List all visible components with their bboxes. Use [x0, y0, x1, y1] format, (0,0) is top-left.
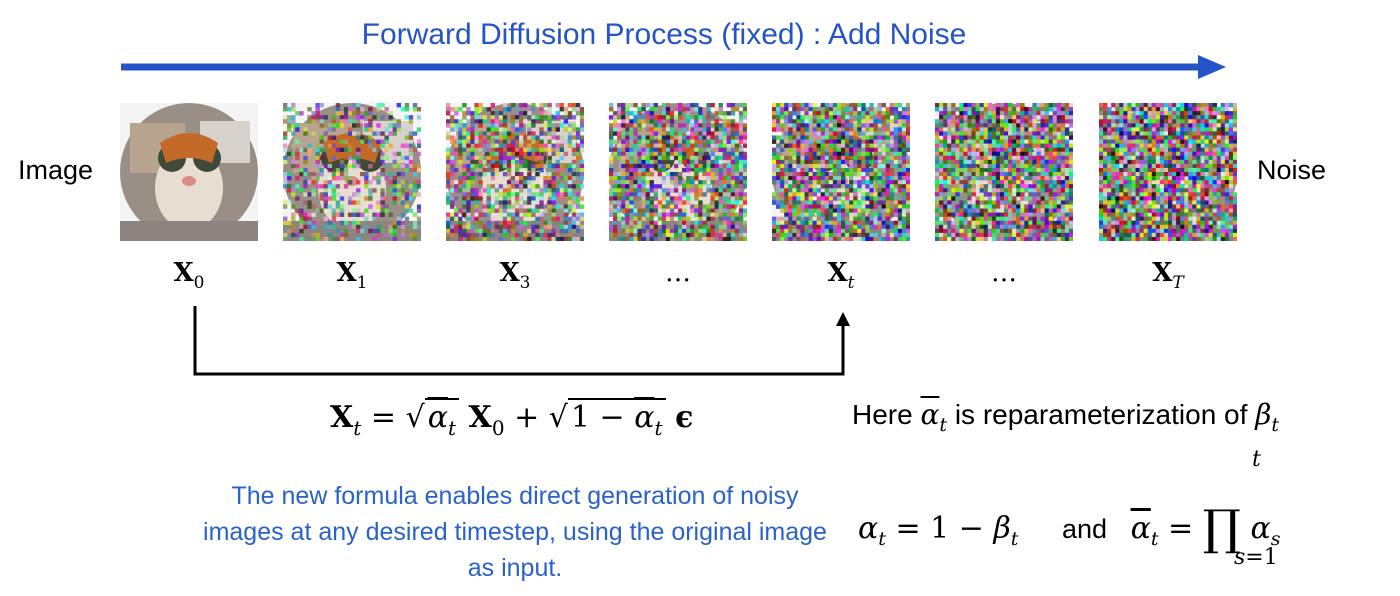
formula-plus: +	[514, 400, 540, 435]
image-label: Image	[18, 155, 94, 185]
diffusion-frame-image	[446, 103, 584, 241]
frame-label: X0	[173, 258, 205, 293]
sqrt-one-minus-alpha-bar: √ 1 − αt	[549, 398, 666, 440]
diffusion-frame-image	[609, 103, 747, 241]
diffusion-frame-image	[1099, 103, 1237, 241]
frame-label: X3	[499, 258, 531, 293]
product-symbol: ∏	[1202, 500, 1241, 556]
frame-label: X1	[336, 258, 368, 293]
frame-label: …	[665, 258, 691, 288]
formula-equals: =	[370, 400, 397, 435]
noise-label: Noise	[1257, 155, 1327, 185]
product-upper-limit: t	[1252, 447, 1261, 472]
alpha-definitions: αt = 1 − βt and αt = ∏ αs	[858, 500, 1281, 556]
diffusion-frame-image	[283, 103, 421, 241]
frame-label: XT	[1152, 258, 1184, 293]
formula-x0: X	[468, 400, 492, 435]
product-lower-limit: s=1	[1234, 545, 1278, 570]
sqrt-alpha-bar: √ αt	[406, 398, 459, 440]
diffusion-frame-image	[772, 103, 910, 241]
frame-label: Xt	[827, 258, 855, 293]
closed-form-formula: Xt = √ αt X0 + √ 1 − αt ϵ	[330, 398, 694, 440]
and-word: and	[1061, 514, 1108, 544]
frame-label: …	[991, 258, 1017, 288]
diffusion-frame-image	[120, 103, 258, 241]
formula-lhs: X	[330, 400, 354, 435]
diagram-title: Forward Diffusion Process (fixed) : Add …	[361, 18, 967, 51]
formula-epsilon: ϵ	[675, 400, 694, 435]
diffusion-frame-image	[935, 103, 1073, 241]
reparam-note: Here αt is reparameterization of βt	[852, 398, 1280, 436]
forward-process-arrow	[121, 55, 1226, 79]
formula-caption: The new formula enables direct generatio…	[203, 482, 827, 582]
formula-lhs-sub: t	[353, 416, 362, 440]
